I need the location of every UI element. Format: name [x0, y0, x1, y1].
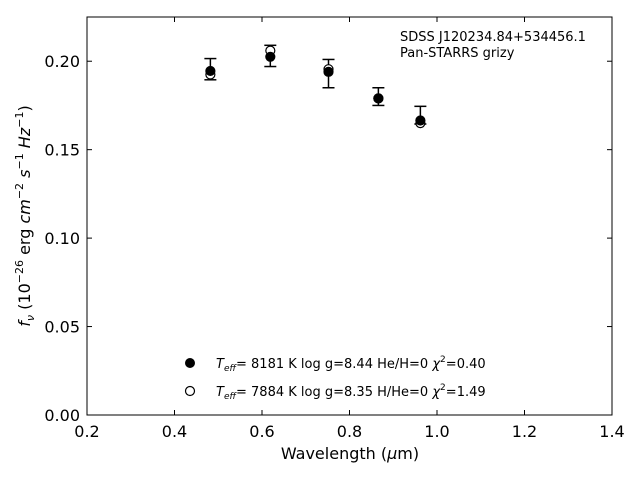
- legend: Teff= 8181 K log g=8.44 He/H=0 χ2=0.40 T…: [184, 355, 486, 402]
- y-tick-label: 0.20: [44, 52, 80, 71]
- x-tick-label: 0.8: [337, 422, 362, 441]
- x-tick-label: 1.2: [512, 422, 537, 441]
- model-point-filled: [323, 66, 334, 77]
- x-tick-label: 1.4: [599, 422, 624, 441]
- y-axis-label: fν (10−26 erg cm−2 s−1 Hz−1): [13, 105, 37, 326]
- annotation-object-name: SDSS J120234.84+534456.1: [400, 30, 586, 45]
- annotation-survey: Pan-STARRS grizy: [400, 46, 515, 61]
- x-tick-label: 0.4: [162, 422, 187, 441]
- legend-entry-2: Teff= 7884 K log g=8.35 H/He=0 χ2=1.49: [216, 383, 486, 402]
- y-tick-label: 0.05: [44, 318, 80, 337]
- model-point-filled: [265, 51, 276, 62]
- y-tick-label: 0.10: [44, 229, 80, 248]
- plot-frame: [86, 16, 613, 416]
- legend-marker-open: [184, 385, 196, 397]
- ticks: 0.2 0.4 0.6 0.8 1.0 1.2 1.4 0.00 0.05 0.10 0.15 0.2…: [44, 17, 625, 441]
- x-tick-label: 1.0: [424, 422, 449, 441]
- y-tick-label: 0.15: [44, 141, 80, 160]
- data-points: [204, 44, 427, 129]
- model-point-filled: [415, 115, 426, 126]
- x-axis-label: Wavelength (μm): [281, 444, 419, 463]
- legend-marker-filled: [185, 358, 195, 368]
- x-tick-label: 0.6: [249, 422, 274, 441]
- x-tick-label: 0.2: [74, 422, 99, 441]
- legend-entry-1: Teff= 8181 K log g=8.44 He/H=0 χ2=0.40: [216, 355, 486, 374]
- y-tick-label: 0.00: [44, 406, 80, 425]
- model-point-filled: [373, 93, 384, 104]
- model-point-filled: [205, 65, 216, 77]
